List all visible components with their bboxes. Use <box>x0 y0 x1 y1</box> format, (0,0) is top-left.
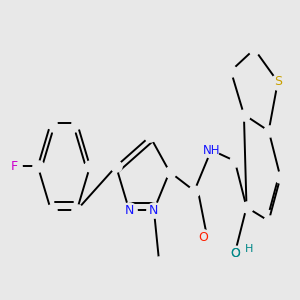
Text: N: N <box>124 203 134 217</box>
Text: NH: NH <box>202 143 220 157</box>
Text: O: O <box>230 247 240 260</box>
Text: H: H <box>245 244 253 254</box>
Text: O: O <box>199 231 208 244</box>
Text: S: S <box>274 75 282 88</box>
Text: O: O <box>230 247 240 260</box>
Text: F: F <box>11 160 18 173</box>
Text: N: N <box>149 203 159 217</box>
